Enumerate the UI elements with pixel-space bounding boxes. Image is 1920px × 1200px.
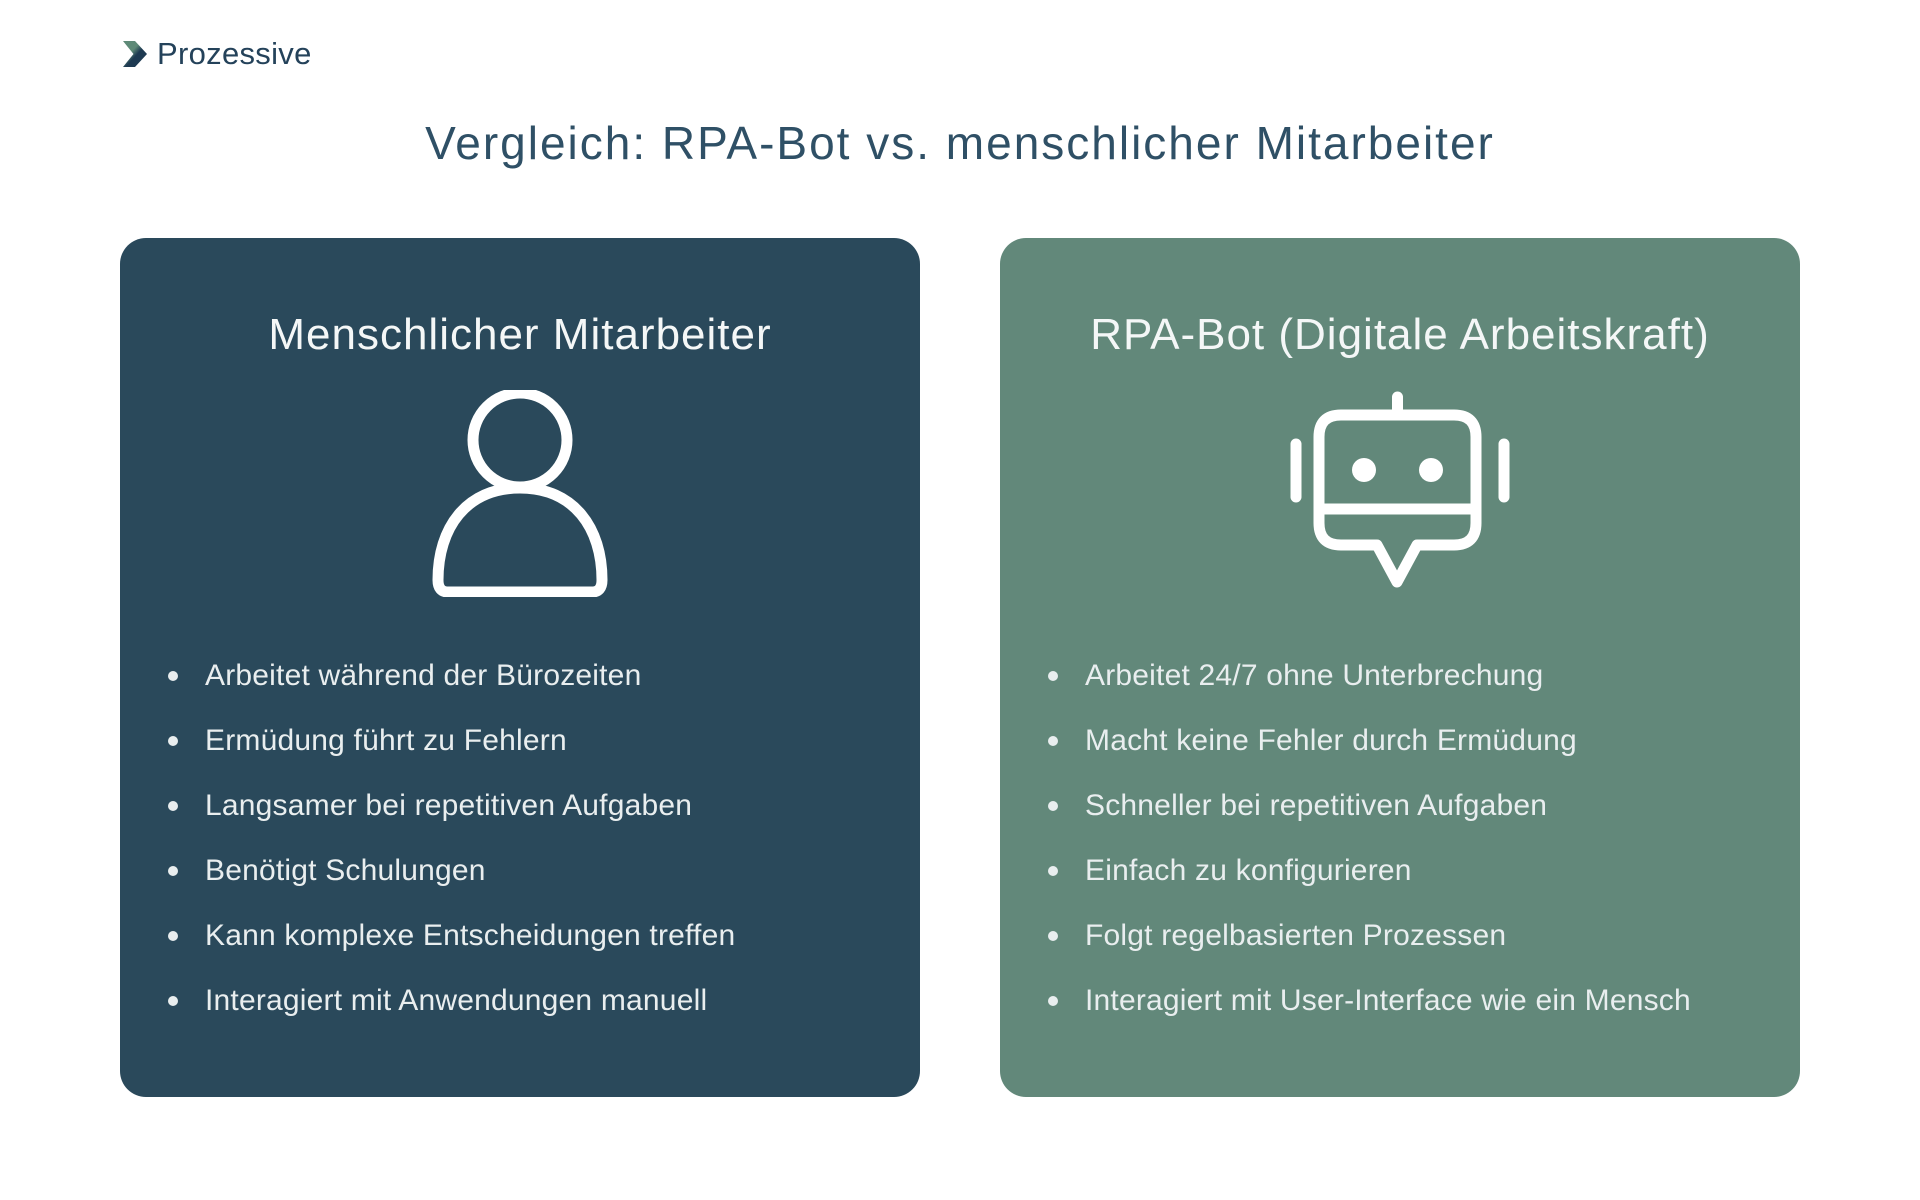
list-item: Einfach zu konfigurieren [1048,838,1770,903]
list-item-label: Interagiert mit User-Interface wie ein M… [1085,983,1691,1017]
list-item: Arbeitet 24/7 ohne Unterbrechung [1048,643,1770,708]
card-human-worker: Menschlicher Mitarbeiter Arbeitet währen… [120,238,920,1097]
card-bot-title: RPA-Bot (Digitale Arbeitskraft) [1090,310,1710,359]
list-item: Schneller bei repetitiven Aufgaben [1048,773,1770,838]
page-title: Vergleich: RPA-Bot vs. menschlicher Mita… [425,117,1495,169]
bullet-icon [168,930,178,941]
robot-icon [1289,390,1511,597]
bullet-icon [1048,930,1058,941]
list-item-label: Ermüdung führt zu Fehlern [205,723,567,757]
list-item-label: Folgt regelbasierten Prozessen [1085,918,1507,952]
list-item: Macht keine Fehler durch Ermüdung [1048,708,1770,773]
list-item-label: Einfach zu konfigurieren [1085,853,1412,887]
card-bot-list: Arbeitet 24/7 ohne Unterbrechung Macht k… [1000,643,1800,1033]
brand-name: Prozessive [157,36,312,71]
card-human-list: Arbeitet während der Bürozeiten Ermüdung… [120,643,920,1033]
brand-logo: Prozessive [118,36,312,72]
bullet-icon [1048,800,1058,811]
list-item: Langsamer bei repetitiven Aufgaben [168,773,890,838]
bullet-icon [168,865,178,876]
person-icon [432,390,608,597]
list-item: Kann komplexe Entscheidungen treffen [168,903,890,968]
card-rpa-bot: RPA-Bot (Digitale Arbeitskraft) Arbeitet… [1000,238,1800,1097]
bullet-icon [168,995,178,1006]
list-item-label: Macht keine Fehler durch Ermüdung [1085,723,1577,757]
list-item-label: Arbeitet 24/7 ohne Unterbrechung [1085,658,1544,692]
list-item-label: Interagiert mit Anwendungen manuell [205,983,708,1017]
list-item: Arbeitet während der Bürozeiten [168,643,890,708]
comparison-cards: Menschlicher Mitarbeiter Arbeitet währen… [120,238,1800,1097]
list-item: Ermüdung führt zu Fehlern [168,708,890,773]
chevron-right-icon [123,41,147,67]
list-item-label: Langsamer bei repetitiven Aufgaben [205,788,693,822]
bullet-icon [1048,995,1058,1006]
list-item-label: Schneller bei repetitiven Aufgaben [1085,788,1548,822]
list-item-label: Kann komplexe Entscheidungen treffen [205,918,736,952]
bullet-icon [168,670,178,681]
list-item-label: Benötigt Schulungen [205,853,486,887]
bullet-icon [168,800,178,811]
bullet-icon [1048,865,1058,876]
list-item: Benötigt Schulungen [168,838,890,903]
list-item-label: Arbeitet während der Bürozeiten [205,658,642,692]
card-human-title: Menschlicher Mitarbeiter [268,310,772,359]
list-item: Interagiert mit User-Interface wie ein M… [1048,968,1770,1033]
bullet-icon [168,735,178,746]
bullet-icon [1048,670,1058,681]
list-item: Interagiert mit Anwendungen manuell [168,968,890,1033]
bullet-icon [1048,735,1058,746]
list-item: Folgt regelbasierten Prozessen [1048,903,1770,968]
